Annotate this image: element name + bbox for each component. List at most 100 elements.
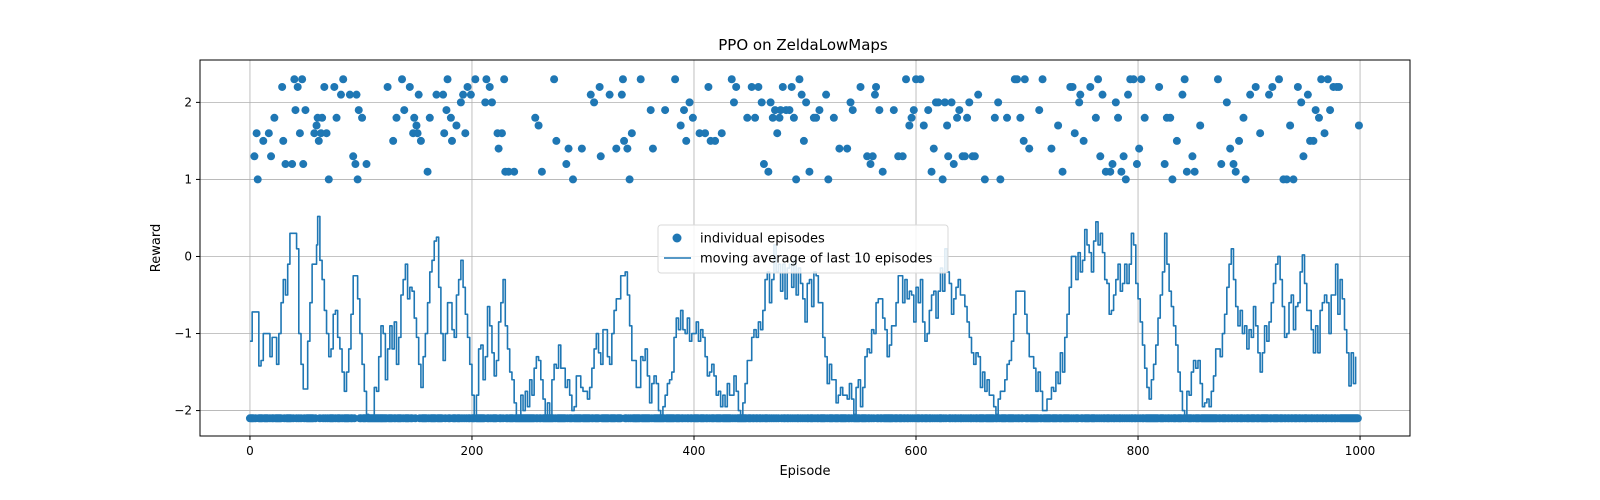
scatter-point: [595, 82, 604, 91]
scatter-point: [442, 106, 451, 115]
scatter-point: [1137, 75, 1146, 84]
scatter-point: [291, 106, 300, 115]
scatter-point: [439, 90, 448, 99]
scatter-point: [1106, 167, 1115, 176]
scatter-point: [1119, 152, 1128, 161]
scatter-point: [278, 82, 287, 91]
scatter-point: [1168, 175, 1177, 184]
scatter-point: [866, 160, 875, 169]
scatter-point: [846, 98, 855, 107]
scatter-point: [318, 113, 327, 122]
y-tick-label: 2: [184, 95, 192, 109]
scatter-point: [550, 75, 559, 84]
scatter-point: [1196, 121, 1205, 130]
scatter-point: [1178, 90, 1187, 99]
scatter-point: [1311, 106, 1320, 115]
moving-average-line: [249, 215, 1357, 420]
scatter-point: [963, 113, 972, 122]
scatter-point: [320, 82, 329, 91]
scatter-point: [1038, 75, 1047, 84]
scatter-point: [792, 175, 801, 184]
legend-label-individual-episodes: individual episodes: [700, 232, 825, 247]
scatter-point: [1268, 82, 1277, 91]
scatter-point: [358, 113, 367, 122]
y-tick-label: −1: [174, 327, 192, 341]
scatter-point: [413, 129, 422, 138]
scatter-point: [412, 121, 421, 130]
scatter-point: [279, 136, 288, 145]
scatter-point: [1213, 75, 1222, 84]
scatter-point: [1140, 113, 1149, 122]
scatter-point: [1256, 129, 1265, 138]
scatter-point: [661, 106, 670, 115]
scatter-point: [1293, 82, 1302, 91]
scatter-point: [898, 152, 907, 161]
scatter-point: [1188, 152, 1197, 161]
scatter-point: [994, 98, 1003, 107]
scatter-point: [568, 175, 577, 184]
scatter-point: [843, 144, 852, 153]
scatter-point: [727, 75, 736, 84]
scatter-point: [1303, 90, 1312, 99]
scatter-point: [1182, 167, 1191, 176]
scatter-point: [778, 82, 787, 91]
scatter-point: [270, 113, 279, 122]
scatter-point: [336, 90, 345, 99]
scatter-point: [1166, 113, 1175, 122]
scatter-point: [400, 106, 409, 115]
chart-title: PPO on ZeldaLowMaps: [718, 36, 888, 54]
scatter-point: [773, 129, 782, 138]
scatter-point: [310, 129, 319, 138]
scatter-point: [416, 136, 425, 145]
scatter-point: [1246, 90, 1255, 99]
scatter-point: [432, 90, 441, 99]
scatter-point: [1070, 129, 1079, 138]
scatter-point: [562, 160, 571, 169]
scatter-point: [1222, 98, 1231, 107]
scatter-point: [324, 175, 333, 184]
scatter-point: [815, 106, 824, 115]
scatter-point: [267, 152, 276, 161]
scatter-point: [1047, 144, 1056, 153]
scatter-point: [682, 136, 691, 145]
scatter-point: [1058, 167, 1067, 176]
scatter-point: [349, 152, 358, 161]
scatter-point: [504, 167, 513, 176]
legend-scatter-marker: [672, 233, 682, 243]
scatter-point: [990, 113, 999, 122]
scatter-point: [754, 82, 763, 91]
scatter-point: [612, 144, 621, 153]
scatter-point: [775, 113, 784, 122]
scatter-point: [1075, 98, 1084, 107]
x-tick-label: 600: [905, 444, 928, 458]
scatter-point: [596, 152, 605, 161]
scatter-point: [605, 90, 614, 99]
scatter-point: [564, 144, 573, 153]
scatter-point: [1079, 136, 1088, 145]
legend: individual episodes moving average of la…: [657, 224, 949, 274]
scatter-point: [940, 98, 949, 107]
scatter-point: [980, 175, 989, 184]
scatter-point: [848, 106, 857, 115]
x-tick-label: 400: [683, 444, 706, 458]
scatter-point: [459, 90, 468, 99]
scatter-point: [1323, 75, 1332, 84]
scatter-point: [878, 167, 887, 176]
scatter-point: [252, 129, 261, 138]
scatter-point: [332, 113, 341, 122]
scatter-point: [955, 106, 964, 115]
scatter-point: [531, 113, 540, 122]
legend-box: [657, 224, 949, 274]
scatter-point: [1091, 113, 1100, 122]
scatter-point: [905, 121, 914, 130]
scatter-point: [425, 113, 434, 122]
scatter-point: [414, 90, 423, 99]
scatter-point: [1025, 144, 1034, 153]
scatter-point: [1096, 152, 1105, 161]
scatter-point: [943, 121, 952, 130]
scatter-point: [345, 90, 354, 99]
scatter-point: [1098, 90, 1107, 99]
scatter-point: [1016, 113, 1025, 122]
scatter-point: [776, 106, 785, 115]
